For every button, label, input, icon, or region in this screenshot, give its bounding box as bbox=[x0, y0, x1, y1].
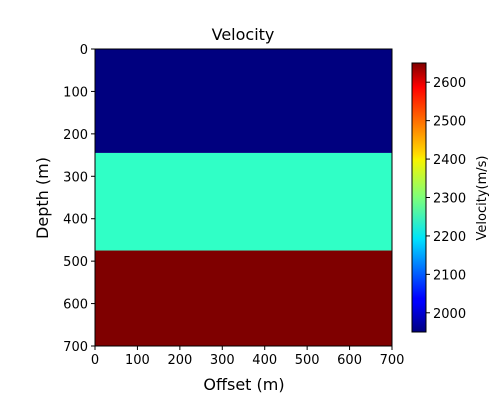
colorbar-tick-label: 2300 bbox=[433, 192, 466, 207]
x-tick-label: 700 bbox=[380, 353, 405, 368]
y-axis-label: Depth (m) bbox=[33, 157, 52, 239]
x-tick-label: 200 bbox=[167, 353, 192, 368]
velocity-layer-2 bbox=[95, 152, 392, 251]
plot-frame bbox=[94, 48, 393, 347]
colorbar-label: Velocity(m/s) bbox=[475, 156, 490, 241]
y-tick-label: 600 bbox=[63, 298, 88, 313]
chart-title: Velocity bbox=[212, 25, 275, 44]
x-tick-label: 300 bbox=[210, 353, 235, 368]
x-tick-label: 0 bbox=[91, 353, 99, 368]
y-axis: 0 100 200 300 400 500 600 700 bbox=[63, 43, 95, 355]
y-tick-label: 400 bbox=[63, 213, 88, 228]
y-tick-label: 500 bbox=[63, 255, 88, 270]
colorbar-tick-label: 2200 bbox=[433, 230, 466, 245]
y-tick-label: 200 bbox=[63, 128, 88, 143]
velocity-layer-3 bbox=[95, 250, 392, 346]
velocity-layer-1 bbox=[95, 49, 392, 153]
colorbar-tick-label: 2500 bbox=[433, 115, 466, 130]
colorbar-tick-label: 2600 bbox=[433, 76, 466, 91]
x-axis: 0 100 200 300 400 500 600 700 bbox=[91, 346, 405, 368]
x-tick-label: 600 bbox=[337, 353, 362, 368]
heatmap-plot-area bbox=[95, 49, 392, 346]
colorbar bbox=[411, 62, 427, 333]
x-tick-label: 500 bbox=[295, 353, 320, 368]
y-tick-label: 100 bbox=[63, 85, 88, 100]
colorbar-axis: 2000 2100 2200 2300 2400 2500 2600 bbox=[426, 76, 466, 322]
colorbar-tick-label: 2100 bbox=[433, 268, 466, 283]
colorbar-tick-label: 2000 bbox=[433, 307, 466, 322]
y-tick-label: 300 bbox=[63, 170, 88, 185]
colorbar-tick-label: 2400 bbox=[433, 153, 466, 168]
x-axis-label: Offset (m) bbox=[203, 375, 284, 394]
x-tick-label: 100 bbox=[125, 353, 150, 368]
x-tick-label: 400 bbox=[252, 353, 277, 368]
y-tick-label: 0 bbox=[80, 43, 88, 58]
y-tick-label: 700 bbox=[63, 340, 88, 355]
